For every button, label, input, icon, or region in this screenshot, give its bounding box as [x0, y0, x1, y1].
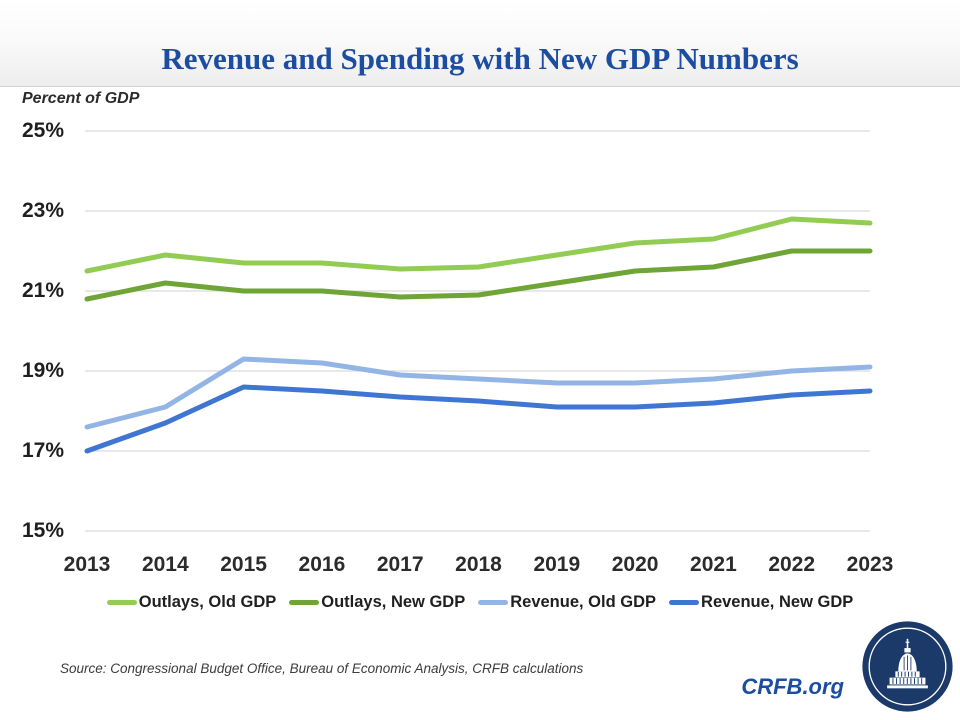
x-tick-label: 2019: [533, 553, 581, 576]
x-tick-label: 2016: [298, 553, 346, 576]
legend-swatch-icon: [669, 600, 700, 605]
legend-item: Outlays, New GDP: [289, 593, 465, 612]
legend-swatch-icon: [289, 600, 320, 605]
y-tick-label: 15%: [22, 519, 65, 542]
x-tick-label: 2013: [63, 553, 111, 576]
legend-label: Outlays, New GDP: [321, 593, 466, 611]
x-tick-label: 2020: [611, 553, 659, 576]
source-note: Source: Congressional Budget Office, Bur…: [60, 661, 584, 676]
crfb-org-label: CRFB.org: [741, 674, 844, 699]
y-tick-label: 21%: [22, 279, 65, 302]
legend: Outlays, Old GDP Outlays, New GDP Revenue,…: [0, 593, 960, 612]
title-band: Revenue and Spending with New GDP Number…: [0, 0, 960, 87]
series-line-revenue-new-gdp: [84, 384, 873, 454]
x-tick-label: 2023: [846, 553, 894, 576]
x-tick-label: 2015: [220, 553, 267, 576]
crfb-capitol-logo-icon: [859, 618, 956, 715]
legend-item: Revenue, New GDP: [669, 593, 853, 612]
x-tick-label: 2018: [455, 553, 502, 576]
legend-label: Outlays, Old GDP: [138, 593, 277, 611]
x-tick-label: 2014: [141, 553, 189, 576]
series-line-revenue-old-gdp: [84, 356, 873, 430]
legend-label: Revenue, New GDP: [701, 593, 854, 611]
y-tick-label: 25%: [22, 119, 65, 142]
x-tick-label: 2017: [376, 553, 424, 576]
x-tick-label: 2021: [690, 553, 737, 576]
y-axis-unit-label: Percent of GDP: [22, 90, 140, 107]
y-tick-label: 23%: [22, 199, 65, 222]
legend-item: Revenue, Old GDP: [478, 593, 656, 612]
series-line-outlays-new-gdp: [84, 248, 873, 302]
y-tick-label: 19%: [22, 359, 65, 382]
series-line-outlays-old-gdp: [84, 216, 873, 274]
legend-swatch-icon: [106, 600, 137, 605]
legend-item: Outlays, Old GDP: [106, 593, 277, 612]
y-tick-label: 17%: [22, 439, 65, 462]
x-tick-label: 2022: [768, 553, 816, 576]
page-title: Revenue and Spending with New GDP Number…: [161, 41, 799, 76]
legend-label: Revenue, Old GDP: [510, 593, 657, 611]
legend-swatch-icon: [478, 600, 509, 605]
